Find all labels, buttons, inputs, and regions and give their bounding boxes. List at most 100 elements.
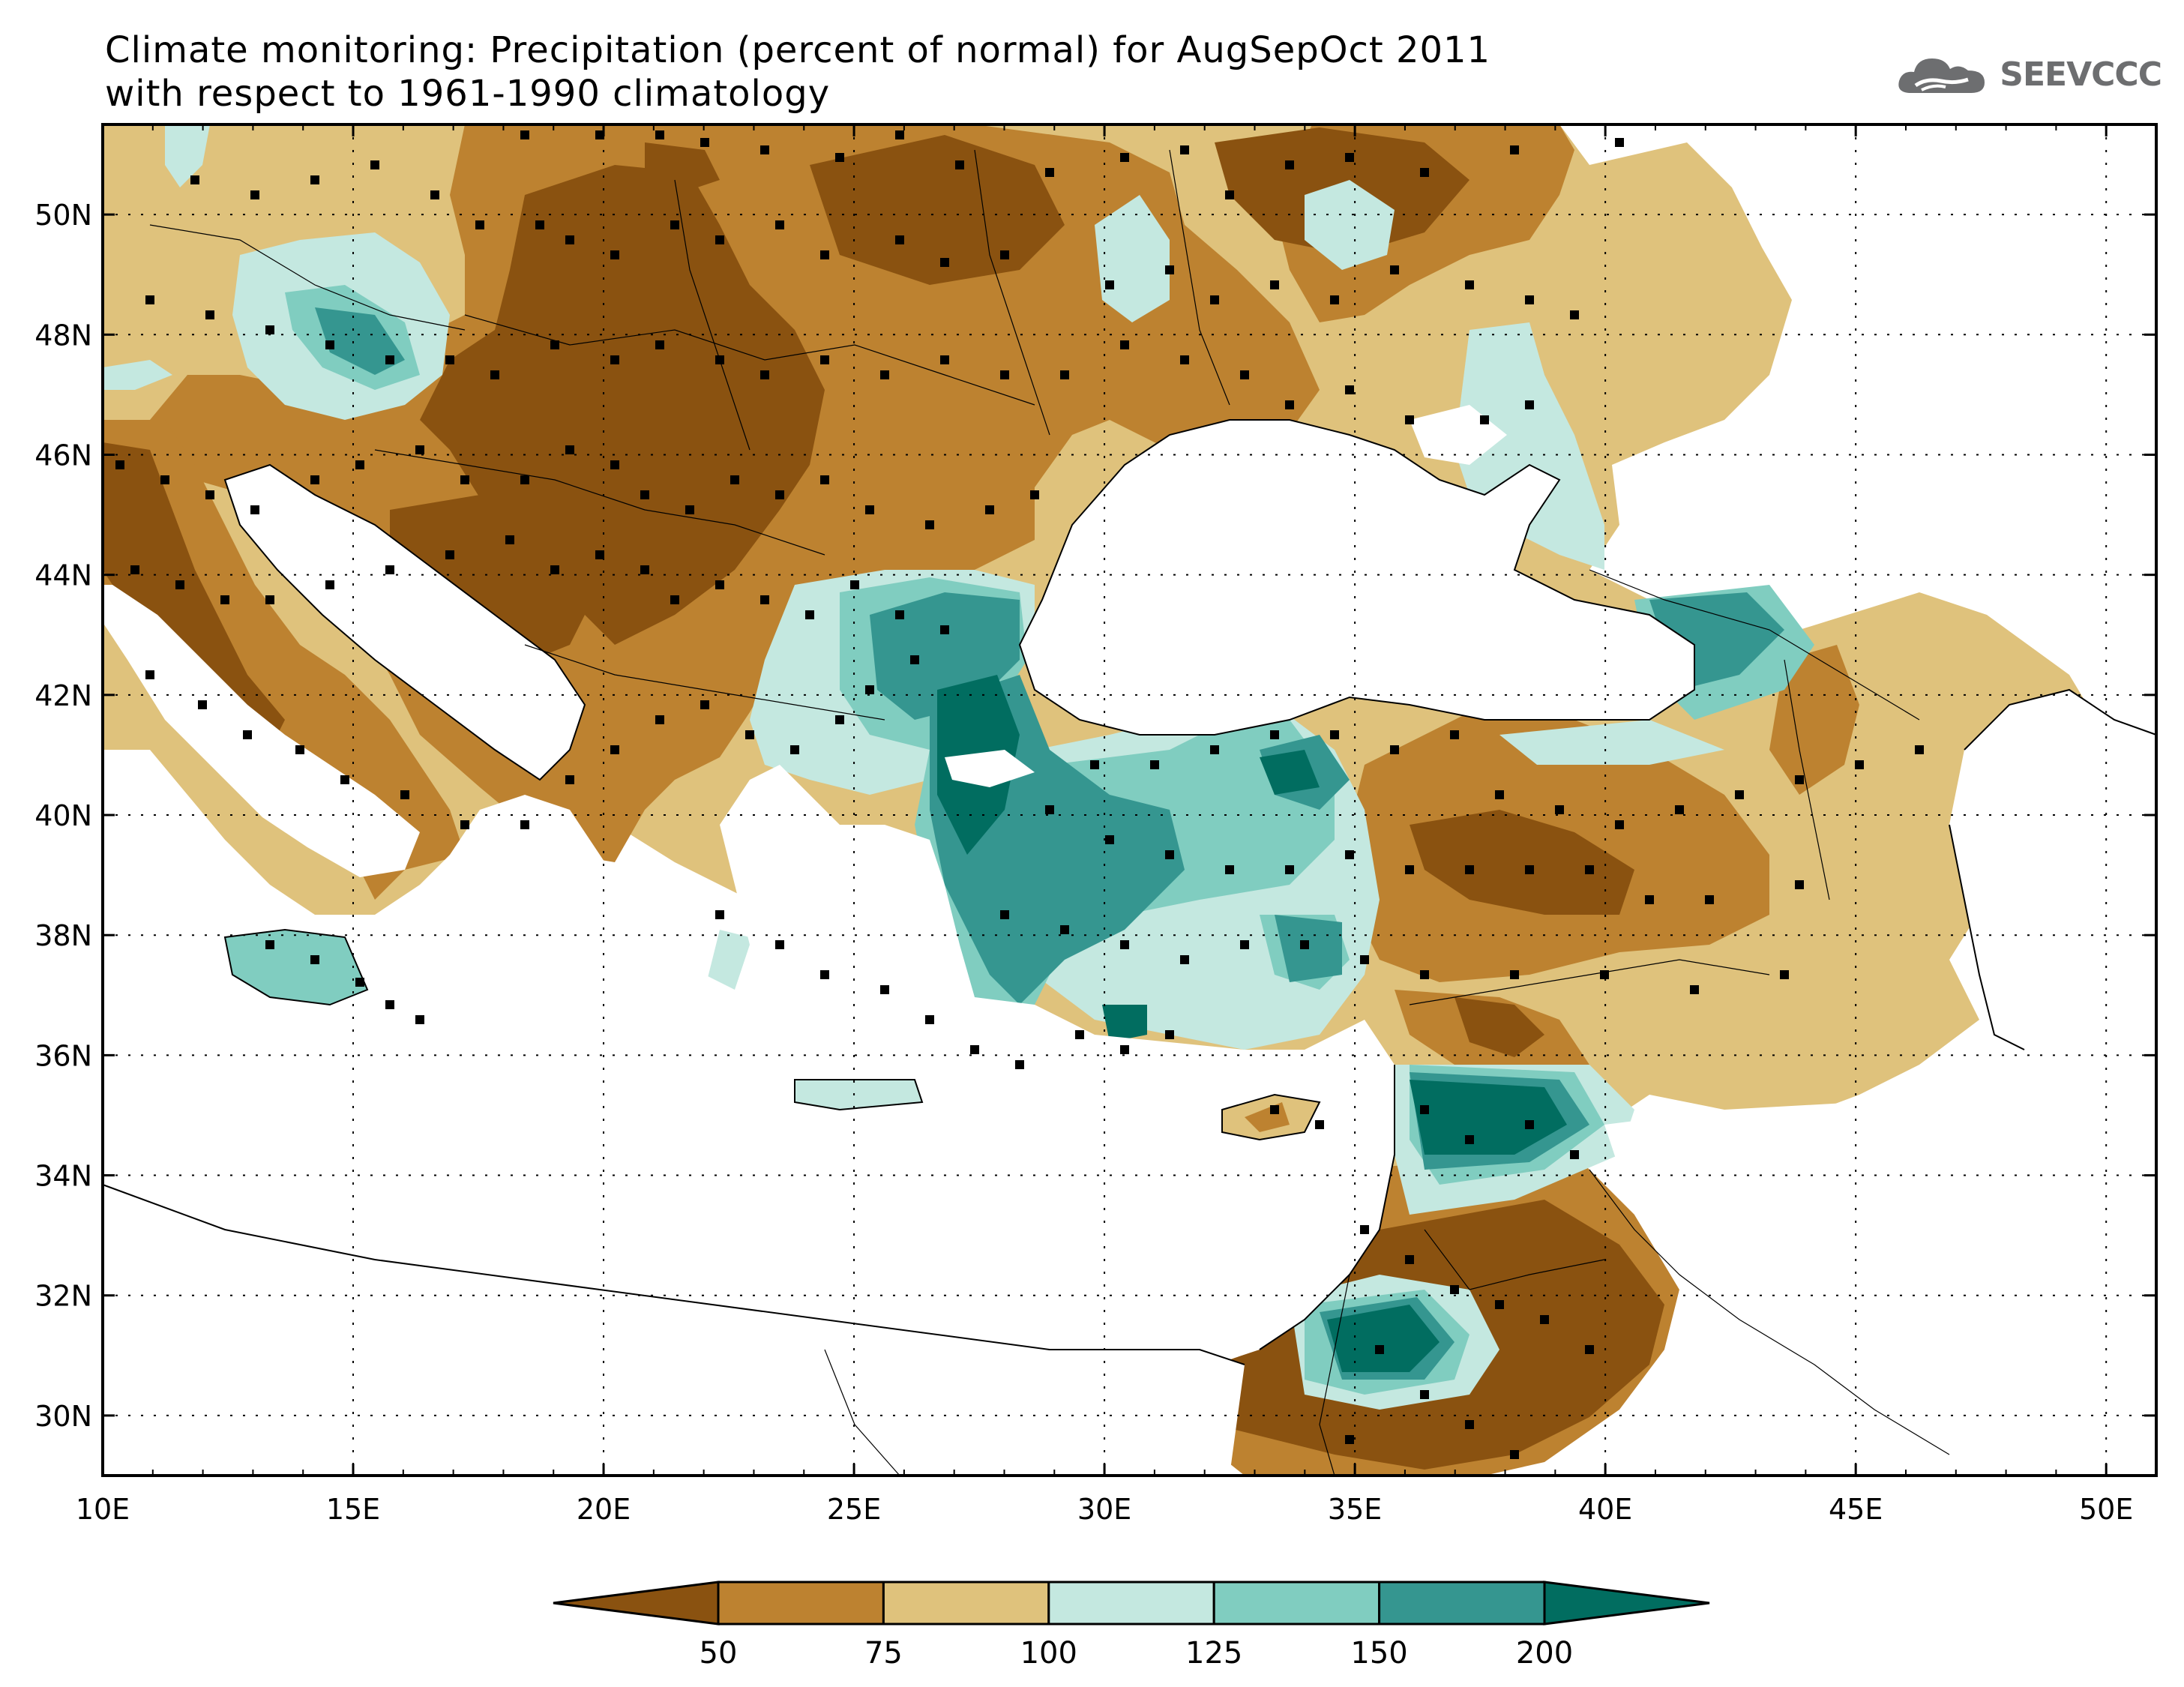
station-marker (775, 220, 784, 229)
colorbar-box (1378, 1581, 1546, 1626)
sea-mask (103, 124, 2156, 1476)
station-marker (325, 580, 334, 589)
station-marker (1600, 970, 1609, 979)
station-marker (205, 310, 214, 319)
station-marker (130, 565, 139, 574)
station-marker (460, 820, 469, 829)
station-marker (760, 595, 769, 604)
station-marker (1420, 1105, 1429, 1114)
station-marker (1465, 1420, 1474, 1429)
station-marker (1210, 295, 1219, 304)
station-marker (1120, 340, 1129, 349)
station-marker (1270, 730, 1279, 739)
station-marker (1780, 970, 1789, 979)
y-tick-label: 44N (34, 559, 92, 592)
station-marker (1405, 415, 1414, 424)
station-marker (1465, 280, 1474, 289)
station-marker (1240, 940, 1249, 949)
station-marker (1855, 760, 1864, 769)
station-marker (595, 550, 604, 559)
station-marker (1315, 1120, 1324, 1129)
station-marker (1420, 1390, 1429, 1399)
map-grid (103, 124, 2156, 1476)
station-marker (745, 730, 754, 739)
station-marker (400, 790, 409, 799)
station-marker (460, 475, 469, 484)
station-marker (385, 355, 394, 364)
station-marker (1585, 1345, 1594, 1354)
station-marker (1585, 865, 1594, 874)
station-marker (1330, 730, 1339, 739)
station-marker (700, 700, 709, 709)
station-marker (895, 235, 904, 244)
station-marker (1555, 805, 1564, 814)
station-marker (610, 355, 619, 364)
station-marker (145, 295, 154, 304)
station-marker (760, 145, 769, 154)
x-tick-label: 30E (1077, 1493, 1131, 1526)
station-marker (1915, 745, 1924, 754)
country-borders (149, 149, 1950, 1476)
colorbar-label: 100 (1020, 1636, 1077, 1671)
cloud-logo-icon (1898, 58, 1985, 93)
station-marker (565, 775, 574, 784)
station-marker (265, 940, 274, 949)
station-marker (520, 475, 529, 484)
station-marker (1510, 970, 1519, 979)
station-marker (1180, 955, 1189, 964)
x-tick-label: 15E (326, 1493, 380, 1526)
station-marker (1120, 153, 1129, 162)
station-marker (430, 190, 439, 199)
station-marker (1060, 925, 1069, 934)
station-marker (520, 820, 529, 829)
station-marker (550, 565, 559, 574)
station-marker (970, 1045, 979, 1054)
colorbar-gt-arrow (1543, 1581, 1710, 1626)
station-marker (1450, 1285, 1459, 1294)
station-marker (385, 1000, 394, 1009)
station-marker (820, 475, 829, 484)
station-marker (775, 490, 784, 499)
station-marker (355, 460, 364, 469)
station-marker (1525, 400, 1534, 409)
station-marker (1180, 145, 1189, 154)
station-marker (760, 370, 769, 379)
station-marker (1405, 1255, 1414, 1264)
colorbar-box (1047, 1581, 1215, 1626)
station-marker (655, 130, 664, 139)
station-marker (490, 370, 499, 379)
station-marker (565, 445, 574, 454)
station-marker (198, 700, 207, 709)
station-marker (310, 475, 319, 484)
station-marker (250, 505, 259, 514)
station-marker (505, 535, 514, 544)
station-marker (220, 595, 229, 604)
station-marker (1525, 865, 1534, 874)
station-marker (880, 370, 889, 379)
station-marker (1525, 1120, 1534, 1129)
station-marker (955, 160, 964, 169)
x-tick-label: 45E (1829, 1493, 1883, 1526)
crete-field (795, 1080, 922, 1110)
station-marker (325, 340, 334, 349)
station-marker (610, 250, 619, 259)
station-marker (610, 460, 619, 469)
station-marker (940, 625, 949, 634)
colorbar-legend: 50 75 100 125 150 200 (553, 1581, 1710, 1671)
station-marker (895, 130, 904, 139)
station-marker (520, 130, 529, 139)
station-marker (1525, 295, 1534, 304)
title-line-1: Climate monitoring: Precipitation (perce… (105, 29, 1491, 71)
station-marker (415, 1015, 424, 1024)
field-lt-50 (103, 127, 1664, 1470)
station-marker (1510, 145, 1519, 154)
station-marker (670, 595, 679, 604)
station-marker (1675, 805, 1684, 814)
station-marker (1090, 760, 1099, 769)
station-marker (175, 580, 184, 589)
station-marker (1540, 1315, 1549, 1324)
station-marker (1030, 490, 1039, 499)
station-marker (985, 505, 994, 514)
colorbar-box (717, 1581, 885, 1626)
station-marker (1360, 955, 1369, 964)
